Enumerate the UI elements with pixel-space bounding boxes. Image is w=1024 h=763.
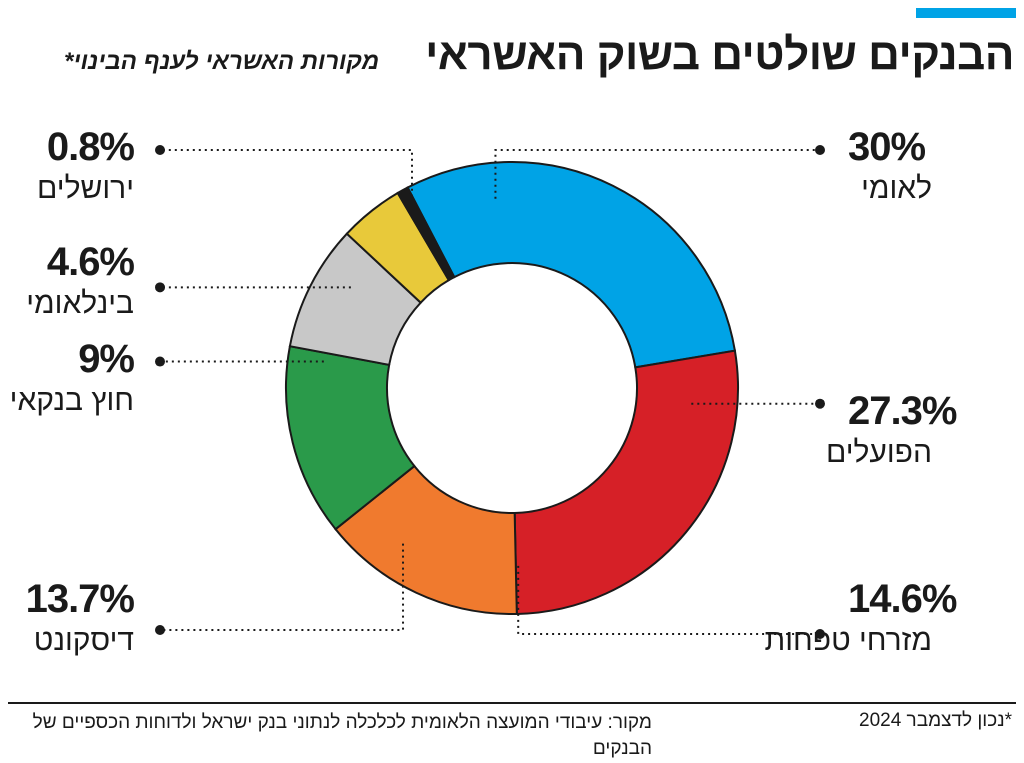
leader-dot-7 — [155, 145, 165, 155]
slice-2 — [513, 349, 740, 615]
leader-dot-2 — [815, 398, 825, 409]
leader-lines — [155, 145, 825, 639]
value-label-4: 13.7% — [26, 577, 135, 621]
category-label-5: חוץ בנקאי — [10, 384, 134, 417]
leader-dot-4 — [155, 625, 165, 635]
source-note: מקור: עיבודי המועצה הלאומית לכלכלה לנתונ… — [32, 712, 652, 759]
donut-slices — [285, 161, 740, 615]
category-label-4: דיסקונט — [34, 624, 134, 657]
value-label-6: 4.6% — [47, 240, 135, 284]
footer-divider — [8, 702, 1016, 704]
slice-labels: 30%לאומי 27.3%הפועלים 14.6%מזרחי טפחות 13.7… — [10, 125, 958, 657]
accent-bar — [916, 8, 1016, 18]
value-label-3: 14.6% — [848, 577, 957, 621]
title-row: הבנקים שולטים בשוק האשראי מקורות האשראי … — [20, 26, 1014, 86]
category-label-6: בינלאומי — [26, 287, 134, 320]
leader-line-1 — [494, 149, 820, 199]
value-label-2: 27.3% — [848, 389, 957, 433]
value-label-7: 0.8% — [47, 125, 135, 169]
slice-7 — [396, 186, 456, 282]
category-label-2: הפועלים — [826, 436, 932, 469]
leader-dot-3 — [815, 629, 825, 639]
category-label-3: מזרחי טפחות — [765, 624, 932, 657]
value-label-1: 30% — [848, 125, 925, 169]
slice-1 — [406, 161, 737, 369]
leader-dot-1 — [815, 145, 825, 155]
category-label-7: ירושלים — [37, 172, 134, 205]
category-label-1: לאומי — [861, 172, 932, 205]
chart-subtitle: מקורות האשראי לענף הבינוי* — [64, 48, 380, 75]
leader-line-7 — [160, 149, 413, 215]
chart-title: הבנקים שולטים בשוק האשראי — [425, 30, 1014, 79]
value-label-5: 9% — [78, 337, 134, 381]
date-footnote: *נכון לדצמבר 2024 — [859, 710, 1012, 731]
leader-dot-6 — [155, 282, 165, 293]
leader-dot-5 — [155, 356, 165, 367]
